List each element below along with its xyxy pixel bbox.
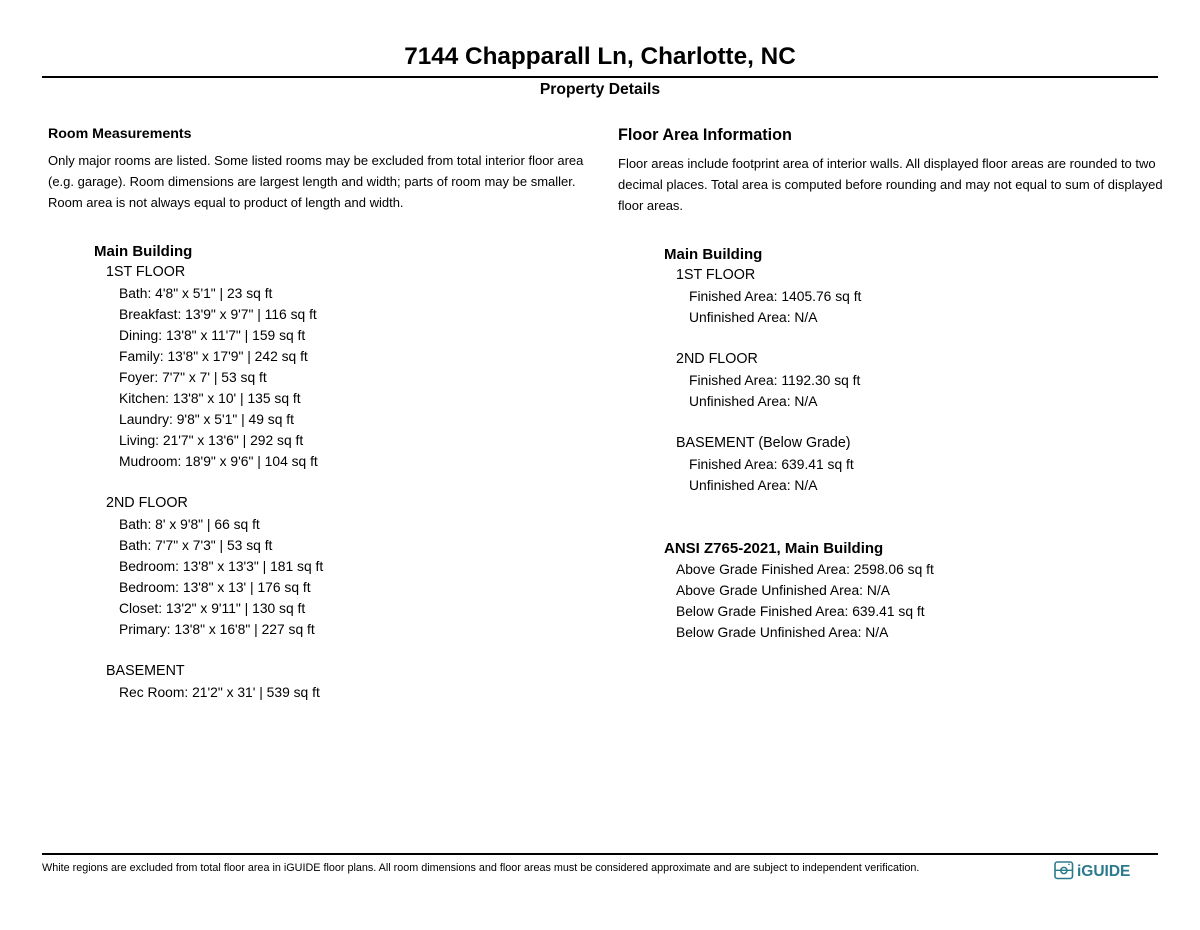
svg-text:iGUIDE: iGUIDE: [1077, 863, 1130, 880]
